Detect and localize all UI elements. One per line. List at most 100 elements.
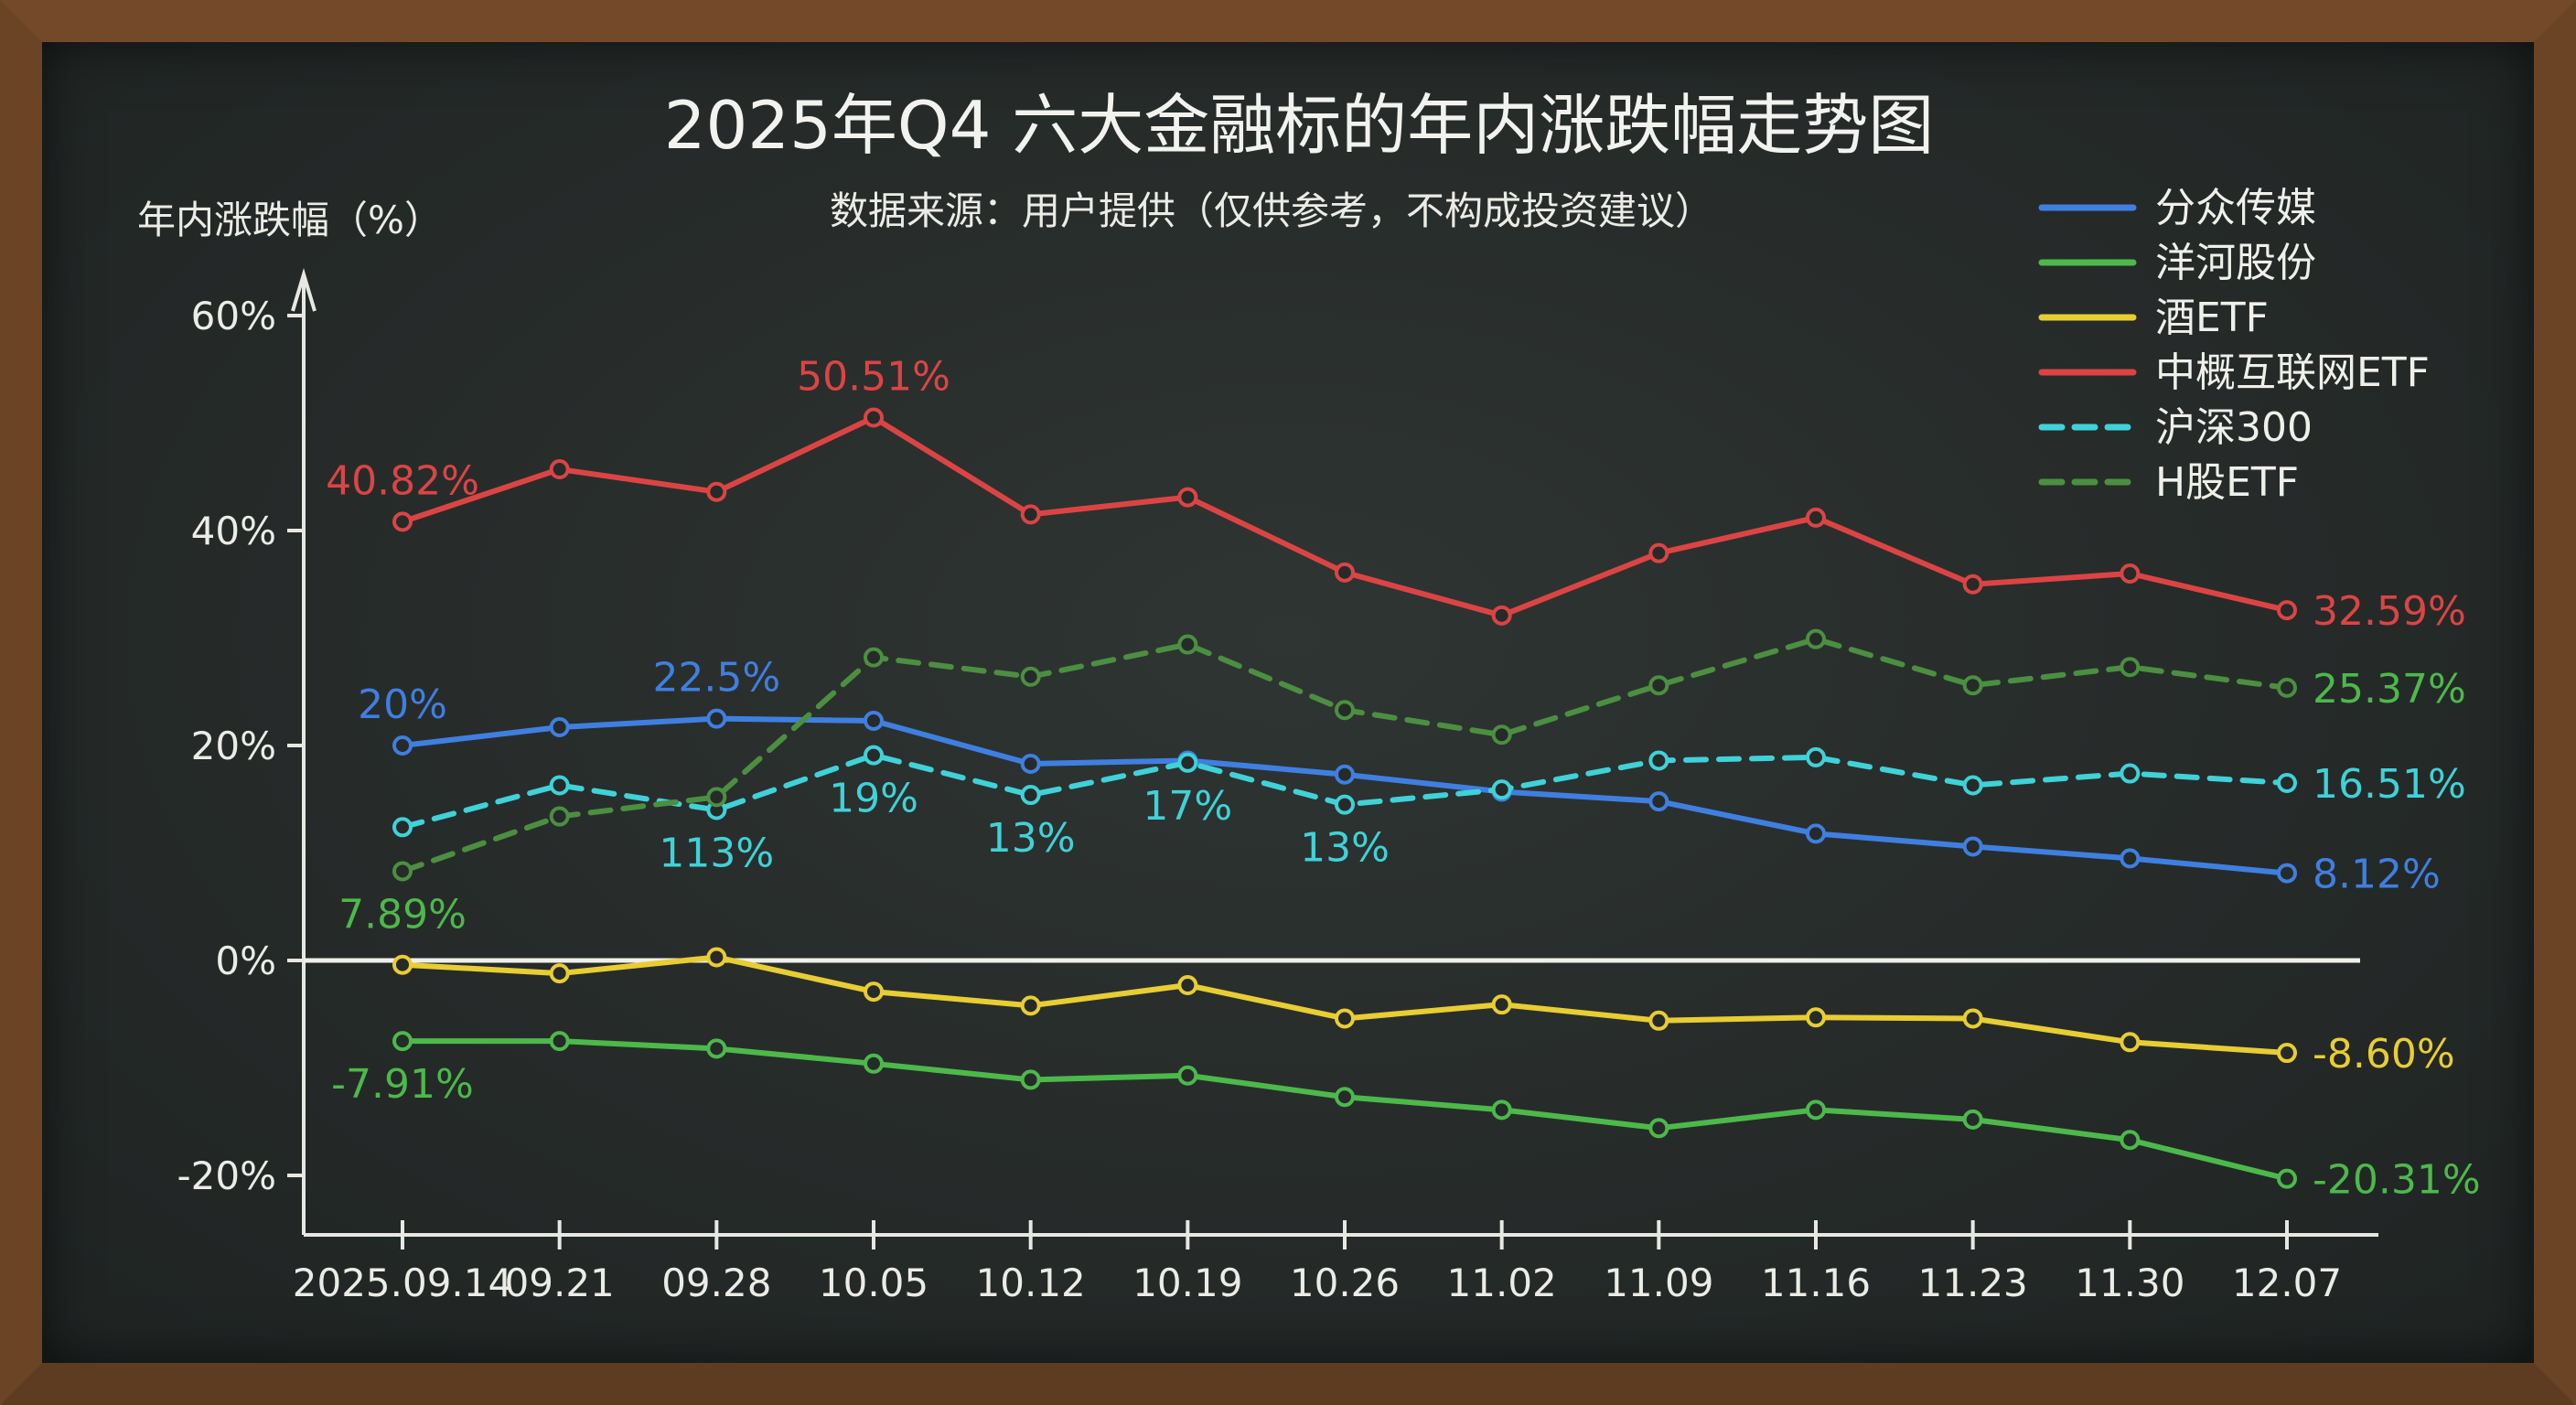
data-point — [2120, 657, 2141, 678]
x-tick-label: 11.02 — [1447, 1260, 1557, 1305]
data-point — [1335, 562, 1355, 583]
y-tick-label: 20% — [191, 724, 276, 768]
data-point — [864, 710, 884, 731]
x-tick-label: 11.30 — [2075, 1260, 2184, 1305]
data-point — [1806, 1007, 1826, 1028]
data-point — [1020, 666, 1041, 687]
series-3 — [392, 407, 2297, 626]
data-point — [1648, 750, 1669, 771]
data-point — [2120, 1032, 2141, 1053]
x-tick-label: 11.16 — [1761, 1260, 1871, 1305]
data-point — [1491, 779, 1512, 800]
data-label: 19% — [829, 776, 918, 822]
y-axis-label: 年内涨跌幅（%） — [137, 198, 443, 242]
y-tick-label: 60% — [191, 294, 276, 338]
x-tick-label: 09.21 — [505, 1260, 615, 1305]
data-label: 22.5% — [652, 655, 780, 702]
data-point — [549, 963, 570, 984]
data-label: 17% — [1143, 783, 1232, 830]
data-point — [1335, 700, 1355, 721]
data-point — [1648, 791, 1669, 812]
data-point — [549, 459, 570, 480]
data-point — [1335, 764, 1355, 785]
x-tick-label: 10.12 — [976, 1260, 1086, 1305]
data-point — [1962, 836, 1983, 857]
series-lines — [392, 407, 2297, 1189]
data-label: 7.89% — [338, 891, 467, 938]
data-point — [1962, 1008, 1983, 1029]
data-point — [1177, 1065, 1198, 1086]
data-point — [1806, 628, 1826, 649]
data-point — [549, 775, 570, 796]
chart-subtitle: 数据来源：用户提供（仅供参考，不构成投资建议） — [830, 188, 1713, 233]
x-tick-label: 11.23 — [1918, 1260, 2028, 1305]
data-point — [864, 745, 884, 766]
data-label: 25.37% — [2313, 666, 2466, 713]
legend-label: 酒ETF — [2155, 295, 2269, 341]
data-point — [1020, 785, 1041, 806]
data-point — [1648, 1118, 1669, 1139]
data-label: 32.59% — [2313, 588, 2466, 635]
data-label: 16.51% — [2313, 761, 2466, 808]
data-point — [706, 1038, 727, 1059]
data-label: -20.31% — [2313, 1157, 2481, 1204]
data-point — [549, 717, 570, 738]
data-point — [864, 407, 884, 428]
data-point — [2120, 1130, 2141, 1151]
data-point — [1806, 1099, 1826, 1121]
data-point — [1962, 675, 1983, 696]
data-point — [1335, 1008, 1355, 1029]
data-point — [392, 1031, 413, 1052]
data-point — [1648, 542, 1669, 563]
data-label: 40.82% — [326, 457, 479, 504]
data-point — [2277, 1168, 2297, 1189]
legend-label: H股ETF — [2155, 459, 2299, 506]
data-label: 50.51% — [797, 354, 950, 401]
data-point — [1806, 507, 1826, 528]
y-tick-label: 0% — [215, 938, 276, 983]
legend-label: 中概互联网ETF — [2155, 349, 2430, 396]
data-point — [2120, 763, 2141, 784]
data-point — [1491, 994, 1512, 1015]
data-point — [2277, 863, 2297, 884]
data-label: -8.60% — [2313, 1031, 2455, 1078]
data-point — [549, 1031, 570, 1052]
y-axis-arrow — [291, 268, 317, 312]
x-tick-label: 10.26 — [1290, 1260, 1400, 1305]
data-label: 8.12% — [2313, 852, 2441, 898]
data-point — [1806, 746, 1826, 767]
data-point — [1962, 574, 1983, 595]
data-point — [1335, 794, 1355, 815]
data-point — [1648, 1010, 1669, 1031]
data-point — [1491, 724, 1512, 745]
data-label: 113% — [659, 831, 774, 877]
x-tick-label: 12.07 — [2232, 1260, 2342, 1305]
x-tick-label: 11.09 — [1604, 1260, 1713, 1305]
data-label: -7.91% — [331, 1061, 474, 1108]
data-point — [706, 481, 727, 502]
data-point — [864, 981, 884, 1003]
data-point — [1177, 634, 1198, 655]
y-tick-label: 40% — [191, 509, 276, 553]
data-point — [2277, 677, 2297, 698]
data-point — [392, 861, 413, 882]
legend-label: 沪深300 — [2155, 404, 2313, 451]
data-point — [1806, 823, 1826, 844]
data-point — [1335, 1087, 1355, 1108]
data-point — [549, 806, 570, 827]
series-0 — [392, 708, 2297, 884]
series-4 — [392, 745, 2297, 838]
x-tick-label: 2025.09.14 — [293, 1260, 512, 1305]
data-point — [392, 817, 413, 838]
data-point — [392, 735, 413, 756]
legend-label: 洋河股份 — [2155, 240, 2316, 286]
series-5 — [392, 628, 2297, 882]
data-point — [1648, 675, 1669, 696]
y-tick-label: -20% — [177, 1153, 276, 1198]
data-point — [706, 947, 727, 968]
data-point — [2277, 1043, 2297, 1064]
